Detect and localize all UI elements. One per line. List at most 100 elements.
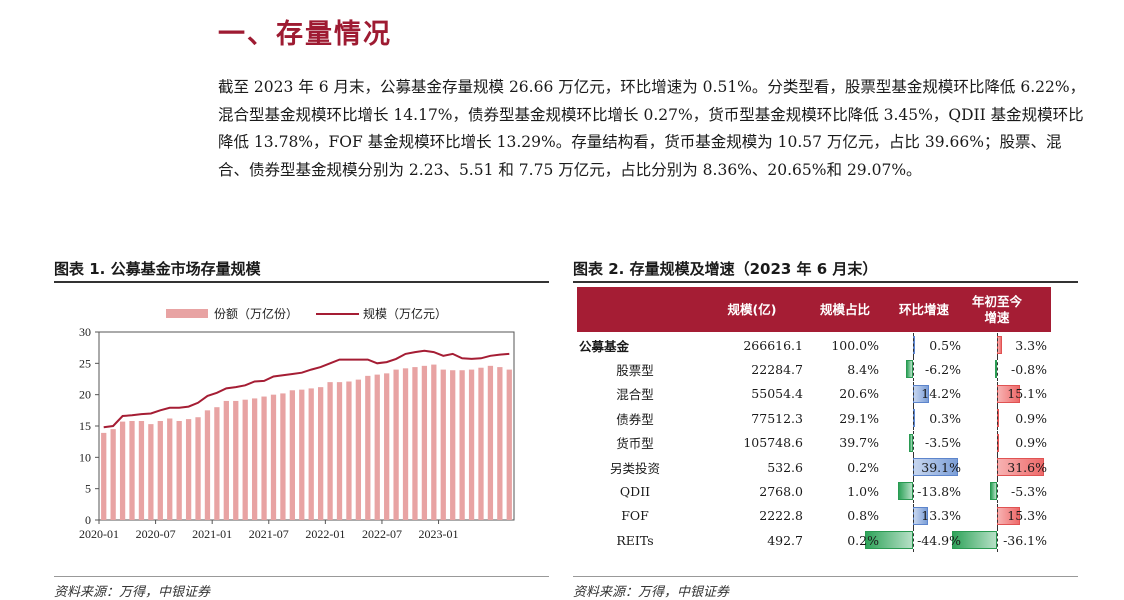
row-ytd: 15.3%	[965, 504, 1051, 528]
row-share-value: 39.7%	[839, 435, 879, 451]
row-qoq: 39.1%	[883, 455, 965, 479]
row-qoq: -44.9%	[883, 528, 965, 552]
share-bar	[459, 370, 465, 520]
y-tick-label: 20	[79, 388, 91, 402]
ytd-zero-axis	[997, 381, 998, 406]
row-share-value: 1.0%	[847, 483, 879, 499]
share-bar	[270, 394, 277, 520]
share-bar	[157, 420, 163, 520]
share-bar	[497, 367, 503, 520]
share-bar	[233, 400, 239, 520]
table-row: QDII 2768.0 1.0% -13.8% -5.3%	[577, 479, 1051, 504]
row-ytd-value: 15.3%	[1007, 508, 1047, 524]
row-qoq-value: 14.2%	[921, 386, 961, 402]
ytd-zero-axis	[997, 455, 998, 479]
row-ytd-value: 0.9%	[1015, 410, 1047, 426]
header-ytd: 年初至今增速	[971, 293, 1022, 325]
share-bar	[393, 369, 399, 520]
row-qoq: 0.5%	[883, 333, 965, 357]
row-scale: 22284.7	[697, 357, 807, 381]
row-name-value: 货币型	[616, 436, 654, 452]
share-bar	[167, 418, 173, 520]
row-scale: 2222.8	[697, 504, 807, 528]
row-scale-value: 492.7	[767, 532, 803, 548]
share-bar	[119, 421, 126, 520]
row-ytd: -0.8%	[965, 357, 1051, 381]
table-row: 公募基金 266616.1 100.0% 0.5% 3.3%	[577, 333, 1051, 357]
figure1-title: 图表 1. 公募基金市场存量规模	[54, 260, 261, 278]
row-qoq: 14.2%	[883, 382, 965, 406]
row-share-value: 0.8%	[847, 508, 879, 524]
paragraph-text: 截至 2023 年 6 月末，公募基金存量规模 26.66 万亿元，环比增速为 …	[218, 78, 1086, 179]
row-name-value: 公募基金	[579, 338, 630, 354]
x-tick-label: 2020-07	[136, 527, 176, 541]
share-bar	[487, 365, 494, 520]
scale-line	[103, 349, 510, 429]
header-scale: 规模(亿)	[727, 301, 777, 317]
row-name: FOF	[577, 504, 697, 528]
row-qoq-value: -44.9%	[917, 532, 961, 548]
share-bar	[468, 369, 475, 520]
row-scale-value: 22284.7	[751, 361, 803, 377]
table-row: 债券型 77512.3 29.1% 0.3% 0.9%	[577, 406, 1051, 431]
row-name: 货币型	[577, 431, 697, 455]
row-name-value: FOF	[621, 508, 649, 524]
x-tick-label: 2023-01	[419, 527, 459, 541]
legend-label-scale: 规模（万亿元）	[363, 306, 447, 321]
row-qoq-value: 0.5%	[929, 337, 961, 353]
ytd-zero-axis	[997, 430, 998, 455]
share-bar	[336, 382, 343, 520]
header-share: 规模占比	[819, 301, 870, 317]
table-header: 规模(亿) 规模占比 环比增速 年初至今增速	[577, 287, 1051, 332]
header-qoq: 环比增速	[898, 301, 949, 317]
share-bar	[289, 390, 295, 520]
qoq-zero-axis	[913, 381, 914, 406]
share-bar	[506, 369, 512, 520]
qoq-zero-axis	[913, 406, 914, 431]
row-share-value: 100.0%	[831, 337, 879, 353]
y-tick-label: 10	[79, 450, 91, 464]
row-scale-value: 266616.1	[743, 337, 803, 353]
share-bar	[214, 407, 220, 520]
share-bar	[478, 367, 484, 520]
ytd-zero-axis	[997, 503, 998, 528]
ytd-zero-axis	[997, 357, 998, 382]
row-share: 0.2%	[807, 455, 883, 479]
qoq-bar	[865, 531, 913, 550]
x-tick-label: 2022-01	[305, 527, 345, 541]
share-bar	[384, 373, 390, 520]
figure1-source: 资料来源：万得，中银证券	[54, 585, 211, 600]
share-bar	[355, 379, 362, 520]
figure2-top-rule	[573, 281, 1078, 283]
row-share: 1.0%	[807, 479, 883, 503]
x-tick-label: 2022-07	[362, 527, 402, 541]
qoq-zero-axis	[913, 503, 914, 528]
row-name: REITs	[577, 528, 697, 552]
qoq-bar	[898, 482, 913, 501]
ytd-zero-axis	[997, 406, 998, 431]
row-qoq-value: -3.5%	[925, 435, 961, 451]
table-row: 股票型 22284.7 8.4% -6.2% -0.8%	[577, 357, 1051, 382]
qoq-zero-axis	[913, 357, 914, 382]
y-tick-label: 30	[79, 325, 91, 339]
row-scale: 2768.0	[697, 479, 807, 503]
figure2-title: 图表 2. 存量规模及增速（2023 年 6 月末）	[573, 260, 878, 278]
row-share: 8.4%	[807, 357, 883, 381]
row-ytd-value: -36.1%	[1003, 532, 1047, 548]
row-qoq: -6.2%	[883, 357, 965, 381]
share-bar	[402, 368, 409, 520]
qoq-bar	[906, 360, 913, 379]
y-tick-label: 5	[85, 482, 91, 496]
x-tick-label: 2021-01	[192, 527, 232, 541]
y-tick-label: 0	[85, 513, 91, 527]
row-ytd-value: 15.1%	[1007, 386, 1047, 402]
share-bar	[346, 381, 352, 520]
row-share-value: 0.2%	[847, 532, 879, 548]
row-share: 29.1%	[807, 406, 883, 430]
row-ytd: 15.1%	[965, 382, 1051, 406]
ytd-zero-axis	[997, 528, 998, 553]
row-share-value: 29.1%	[839, 410, 879, 426]
share-bar	[185, 419, 192, 520]
row-scale-value: 532.6	[767, 459, 803, 475]
row-qoq-value: -13.8%	[917, 483, 961, 499]
